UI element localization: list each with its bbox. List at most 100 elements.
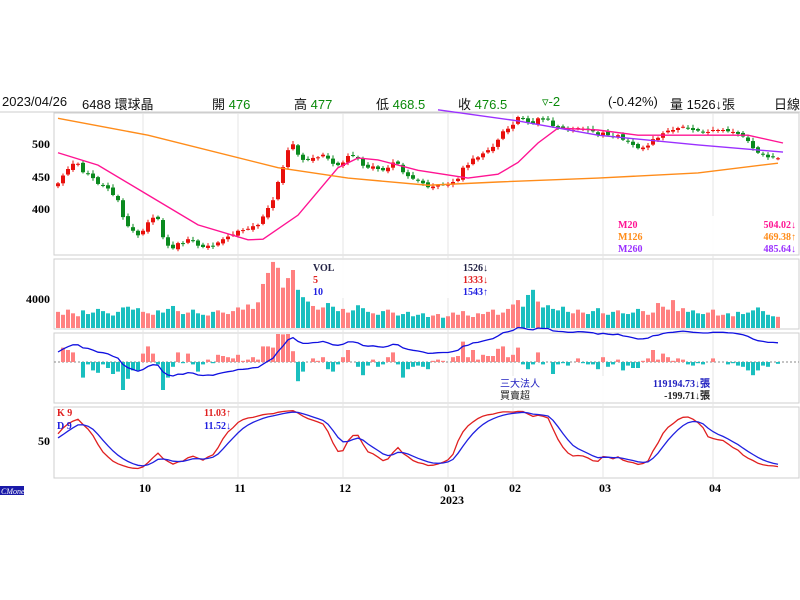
volume-bar xyxy=(666,309,670,328)
inst-bar xyxy=(601,357,605,362)
volume-bar xyxy=(376,314,380,328)
volume-bar xyxy=(156,310,160,328)
inst-bar xyxy=(236,354,240,362)
candle-body xyxy=(366,164,370,168)
price-change-pct: (-0.42%) xyxy=(608,94,658,109)
inst-bar xyxy=(291,351,295,362)
volume-bar xyxy=(251,308,255,328)
candle-body xyxy=(541,118,545,120)
inst-bar xyxy=(591,362,595,365)
inst-bar xyxy=(671,360,675,362)
inst-bar xyxy=(691,362,695,366)
volume-bar xyxy=(536,301,540,328)
kd-panel-frame xyxy=(53,406,800,479)
candle-body xyxy=(461,167,465,180)
ma-line-m126 xyxy=(57,117,779,186)
candle-body xyxy=(401,164,405,173)
candle-body xyxy=(301,154,305,160)
price-tick-450: 450 xyxy=(32,170,50,184)
volume-bar xyxy=(431,315,435,328)
volume-bar xyxy=(391,312,395,328)
volume-bar xyxy=(761,311,765,328)
candle-body xyxy=(751,141,755,149)
legend-vol10-name: 10 xyxy=(313,287,323,298)
close-label: 收 xyxy=(458,97,472,112)
volume-bar xyxy=(416,314,420,328)
volume-bar xyxy=(236,307,240,328)
inst-bar xyxy=(396,362,400,365)
volume-bar xyxy=(411,316,415,328)
volume-bar xyxy=(71,313,75,328)
inst-bar xyxy=(456,356,460,362)
volume-bar xyxy=(211,311,215,328)
inst-bar xyxy=(316,360,320,362)
volume-bar xyxy=(356,305,360,328)
inst-bar xyxy=(661,353,665,362)
period-selector[interactable]: 日線 xyxy=(774,97,800,112)
inst-bar xyxy=(311,358,315,362)
candle-body xyxy=(116,195,120,201)
inst-bar xyxy=(431,360,435,362)
candle-body xyxy=(666,130,670,133)
candle-body xyxy=(146,222,150,232)
price-tick-500: 500 xyxy=(32,137,50,151)
volume-bar xyxy=(771,316,775,328)
inst-bar xyxy=(696,362,700,364)
kd-legend: K 9 11.03↑ D 9 11.52↓ xyxy=(57,408,231,432)
candle-body xyxy=(61,175,65,184)
volume-total: 量 1526↓張 xyxy=(670,94,735,113)
volume-bar xyxy=(111,315,115,328)
volume-bar xyxy=(776,316,780,328)
candle-body xyxy=(251,226,255,230)
inst-bar xyxy=(686,362,690,365)
volume-bar xyxy=(521,306,525,328)
inst-bar xyxy=(531,362,535,365)
candle-body xyxy=(361,158,365,166)
volume-bar xyxy=(61,314,65,328)
candle-body xyxy=(166,237,170,246)
moving-average-lines xyxy=(57,109,784,241)
inst-bar xyxy=(376,362,380,367)
inst-bar xyxy=(411,362,415,367)
inst-bar xyxy=(156,362,160,365)
candle-body xyxy=(436,185,440,187)
volume-bar xyxy=(56,311,60,328)
inst-bar xyxy=(681,359,685,362)
volume-bar xyxy=(246,304,250,328)
inst-bar xyxy=(486,356,490,362)
legend-m260-name: M260 xyxy=(618,244,642,255)
volume-bar xyxy=(426,316,430,328)
candle-body xyxy=(746,137,750,142)
candle-body xyxy=(676,128,680,130)
candle-body xyxy=(556,126,560,128)
inst-bar xyxy=(116,362,120,372)
inst-bar xyxy=(401,362,405,378)
candle-body xyxy=(266,208,270,218)
candle-body xyxy=(466,165,470,168)
volume-label: 量 xyxy=(670,97,684,112)
candle-body xyxy=(726,129,730,132)
candle-body xyxy=(316,157,320,159)
candle-body xyxy=(246,228,250,230)
candle-body xyxy=(711,130,715,131)
volume-bar xyxy=(116,311,120,328)
inst-bar xyxy=(246,359,250,362)
volume-bar xyxy=(136,308,140,328)
volume-bar xyxy=(596,308,600,328)
volume-bar xyxy=(401,314,405,328)
candle-body xyxy=(776,158,780,160)
candle-body xyxy=(411,175,415,179)
volume-bar xyxy=(681,308,685,328)
legend-k-value: 11.03↑ xyxy=(204,408,231,419)
volume-bar xyxy=(301,297,305,328)
volume-bar xyxy=(231,311,235,328)
volume-bar xyxy=(751,310,755,328)
volume-bar xyxy=(276,267,280,328)
inst-bar xyxy=(161,362,165,390)
legend-d-value: 11.52↓ xyxy=(204,421,231,432)
kd-tick-50: 50 xyxy=(38,434,50,448)
inst-bar xyxy=(621,362,625,371)
inst-bar xyxy=(726,362,730,365)
volume-bar xyxy=(131,309,135,328)
